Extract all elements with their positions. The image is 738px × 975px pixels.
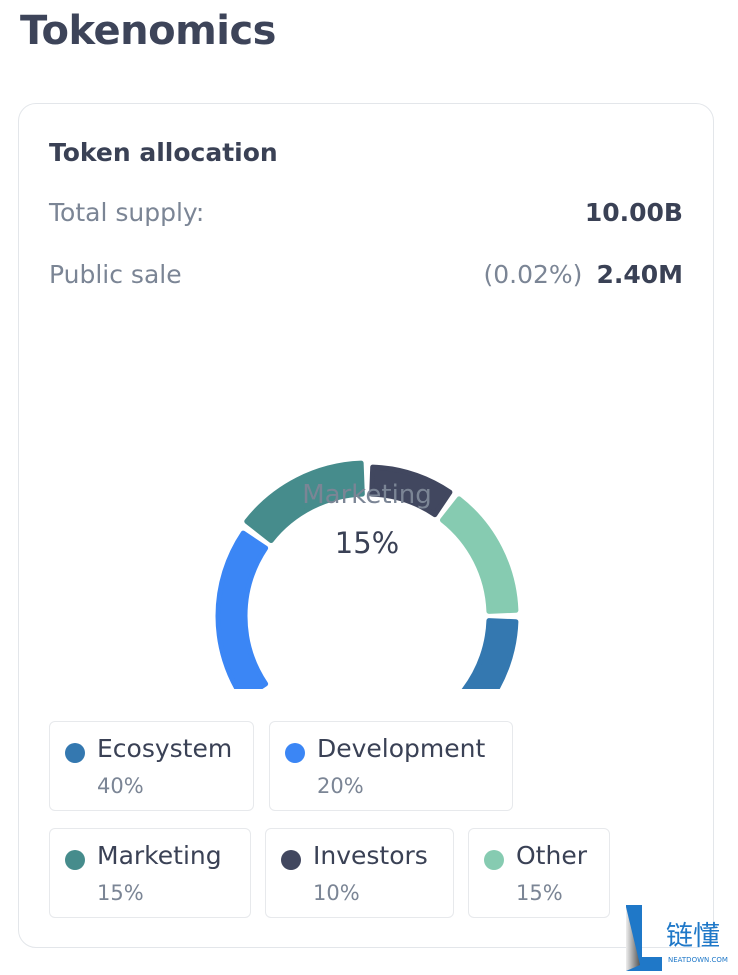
legend-name: Development	[317, 734, 486, 763]
total-supply-label: Total supply:	[49, 198, 205, 227]
legend-dot	[65, 850, 85, 870]
legend-dot	[285, 743, 305, 763]
legend-name: Marketing	[97, 841, 222, 870]
legend-dot	[281, 850, 301, 870]
legend-value: 15%	[97, 881, 144, 905]
legend-value: 10%	[313, 881, 360, 905]
legend-value: 40%	[97, 774, 144, 798]
svg-text:链懂: 链懂	[666, 921, 720, 952]
donut-slice-marketing[interactable]	[244, 460, 365, 544]
public-sale-percent: (0.02%)	[483, 260, 583, 289]
donut-slice-investors[interactable]	[369, 464, 453, 518]
total-supply-row: Total supply: 10.00B	[49, 198, 683, 227]
legend-name: Other	[516, 841, 587, 870]
allocation-donut-chart[interactable]: Marketing 15%	[209, 339, 529, 689]
svg-text:NEATDOWN.COM: NEATDOWN.COM	[668, 956, 728, 964]
card-title: Token allocation	[49, 138, 278, 167]
legend-item-investors[interactable]: Investors 10%	[265, 828, 454, 918]
donut-slice-other[interactable]	[439, 496, 519, 614]
donut-slice-ecosystem[interactable]	[250, 618, 519, 689]
page-title: Tokenomics	[20, 8, 276, 54]
public-sale-value: 2.40M	[596, 260, 683, 289]
legend-item-marketing[interactable]: Marketing 15%	[49, 828, 251, 918]
legend-item-development[interactable]: Development 20%	[269, 721, 513, 811]
legend-value: 20%	[317, 774, 364, 798]
legend-dot	[484, 850, 504, 870]
legend-item-ecosystem[interactable]: Ecosystem 40%	[49, 721, 254, 811]
legend-item-other[interactable]: Other 15%	[468, 828, 610, 918]
legend-dot	[65, 743, 85, 763]
legend-name: Investors	[313, 841, 428, 870]
donut-center-value: 15%	[335, 526, 399, 560]
total-supply-value: 10.00B	[584, 198, 683, 227]
neatdown-watermark-logo: 链懂 NEATDOWN.COM	[624, 905, 736, 971]
donut-center-label: Marketing	[302, 480, 432, 510]
legend-name: Ecosystem	[97, 734, 233, 763]
public-sale-row: Public sale (0.02%) 2.40M	[49, 260, 683, 289]
token-allocation-card: Token allocation Total supply: 10.00B Pu…	[18, 103, 714, 948]
public-sale-label: Public sale	[49, 260, 182, 289]
donut-slice-development[interactable]	[215, 530, 269, 689]
legend-value: 15%	[516, 881, 563, 905]
